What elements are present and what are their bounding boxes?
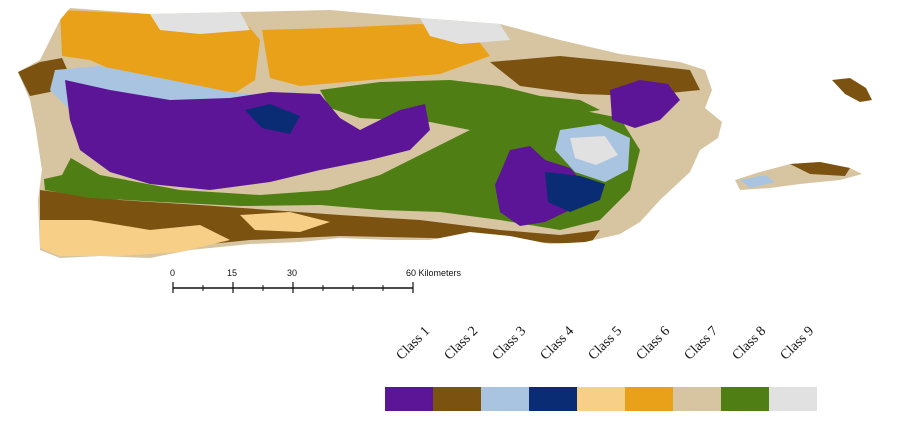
legend-label-class-2: Class 2	[441, 323, 482, 364]
scale-tick-label: 0	[170, 268, 176, 278]
scale-tick-label: 60 Kilometers	[406, 268, 462, 278]
legend: Class 1 Class 2 Class 3 Class 4 Class 5 …	[385, 324, 820, 415]
legend-swatch-class-7	[673, 387, 721, 411]
scale-tick-label: 15	[227, 268, 238, 278]
legend-swatch-class-5	[577, 387, 625, 411]
classification-map	[18, 8, 872, 258]
scale-bar: 0 15 30 60 Kilometers	[160, 268, 480, 298]
region-class-6-north-central	[262, 24, 490, 86]
region-class-8-interior	[40, 110, 640, 230]
legend-swatch-class-4	[529, 387, 577, 411]
scale-bar-line	[172, 282, 414, 293]
legend-label-class-3: Class 3	[489, 323, 530, 364]
legend-swatch-class-1	[385, 387, 433, 411]
region-class-1-west-central	[65, 80, 430, 190]
region-class-9-north	[150, 12, 250, 34]
legend-label-class-5: Class 5	[585, 323, 626, 364]
region-class-9-east	[570, 136, 618, 165]
culebra-island	[832, 78, 872, 102]
legend-swatch-class-9	[769, 387, 817, 411]
legend-swatch-class-3	[481, 387, 529, 411]
region-class-2-west	[18, 58, 70, 96]
legend-swatch-class-8	[721, 387, 769, 411]
region-class-4-west	[245, 104, 300, 134]
legend-label-class-4: Class 4	[537, 323, 578, 364]
region-class-4-southeast	[545, 172, 605, 212]
region-class-5-southwest	[40, 220, 230, 256]
vieques-class-3	[740, 175, 775, 188]
legend-swatch-class-2	[433, 387, 481, 411]
legend-label-class-8: Class 8	[729, 323, 770, 364]
vieques-class-2	[790, 162, 850, 176]
scale-tick-label: 30	[287, 268, 298, 278]
region-class-9-north-2	[420, 18, 510, 44]
region-class-7-southwest	[36, 128, 75, 180]
legend-label-class-7: Class 7	[681, 323, 722, 364]
legend-label-class-6: Class 6	[633, 323, 674, 364]
legend-swatch-class-6	[625, 387, 673, 411]
region-class-5-south	[240, 212, 330, 232]
legend-label-class-9: Class 9	[777, 323, 818, 364]
region-class-1-east	[610, 80, 680, 128]
legend-label-class-1: Class 1	[393, 323, 434, 364]
